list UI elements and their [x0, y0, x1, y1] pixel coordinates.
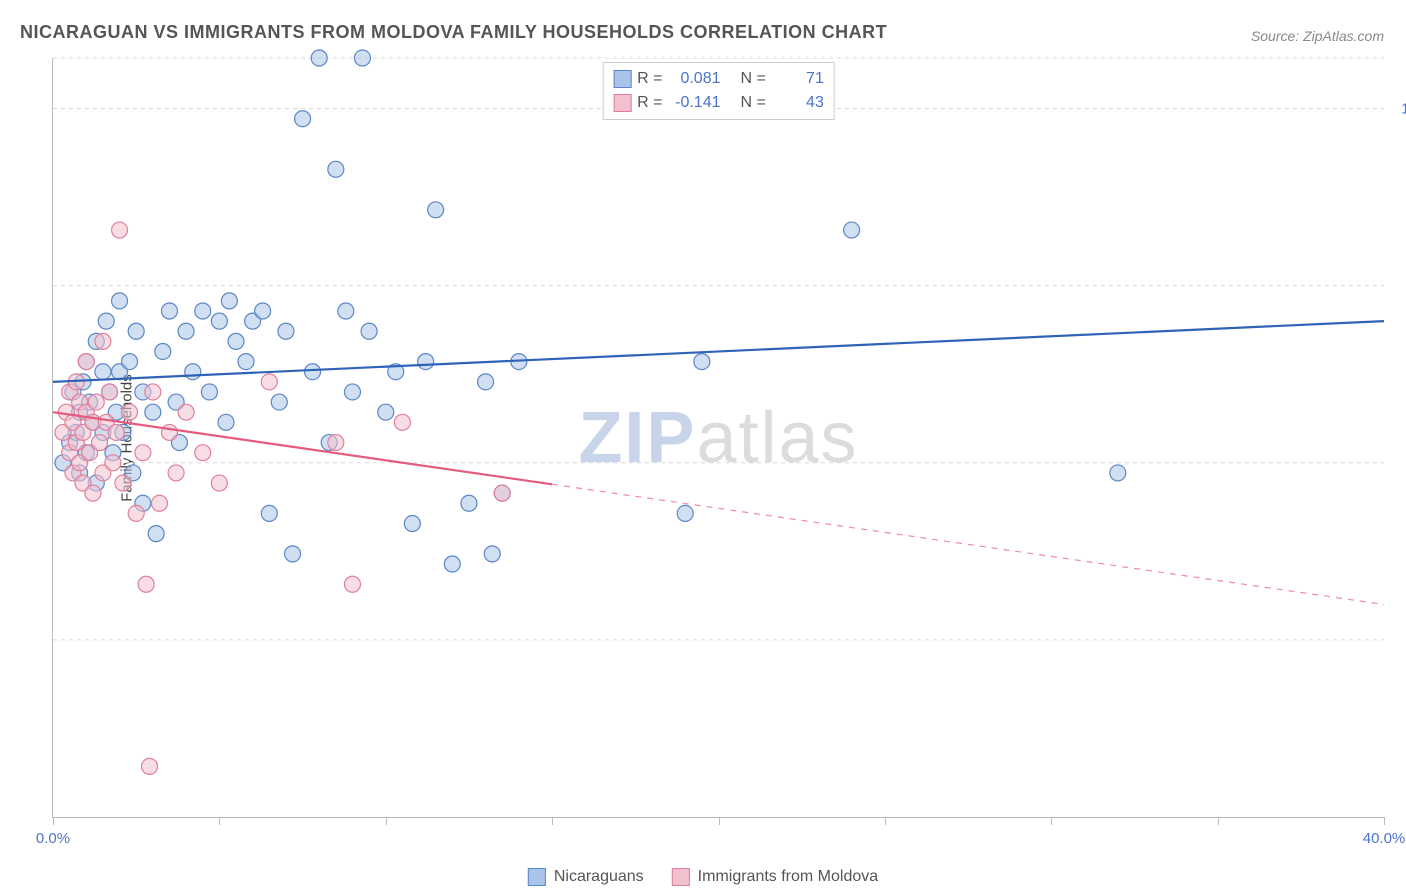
legend-stats-row-1: R = -0.141 N = 43	[613, 91, 824, 115]
r-value-nicaraguans: 0.081	[669, 67, 721, 91]
n-value-moldova: 43	[772, 91, 824, 115]
source-attribution: Source: ZipAtlas.com	[1251, 28, 1384, 44]
chart-title: NICARAGUAN VS IMMIGRANTS FROM MOLDOVA FA…	[20, 22, 887, 43]
x-tick	[1218, 817, 1219, 825]
x-tick	[219, 817, 220, 825]
plot-area: Family Households ZIPatlas R = 0.081 N =…	[52, 58, 1384, 818]
legend-swatch-nicaraguans	[613, 70, 631, 88]
x-tick	[386, 817, 387, 825]
legend-label-nicaraguans: Nicaraguans	[554, 868, 644, 886]
r-label: R =	[637, 67, 662, 91]
n-label: N =	[741, 91, 766, 115]
legend-stats-row-0: R = 0.081 N = 71	[613, 67, 824, 91]
n-value-nicaraguans: 71	[772, 67, 824, 91]
x-tick	[53, 817, 54, 825]
x-tick	[1384, 817, 1385, 825]
y-tick-label: 65.0%	[1392, 454, 1406, 471]
x-tick-label: 40.0%	[1363, 830, 1406, 847]
legend-bottom-swatch-moldova	[672, 868, 690, 886]
y-tick-label: 100.0%	[1392, 100, 1406, 117]
y-tick-label: 82.5%	[1392, 277, 1406, 294]
legend-bottom: Nicaraguans Immigrants from Moldova	[528, 868, 878, 886]
legend-item-nicaraguans: Nicaraguans	[528, 868, 644, 886]
x-tick-label: 0.0%	[36, 830, 70, 847]
y-tick-label: 47.5%	[1392, 631, 1406, 648]
x-tick	[719, 817, 720, 825]
x-tick	[885, 817, 886, 825]
legend-swatch-moldova	[613, 94, 631, 112]
chart-canvas	[53, 58, 1384, 817]
x-tick	[1051, 817, 1052, 825]
legend-stats: R = 0.081 N = 71 R = -0.141 N = 43	[602, 62, 835, 120]
legend-bottom-swatch-nicaraguans	[528, 868, 546, 886]
r-value-moldova: -0.141	[669, 91, 721, 115]
legend-label-moldova: Immigrants from Moldova	[698, 868, 879, 886]
r-label: R =	[637, 91, 662, 115]
legend-item-moldova: Immigrants from Moldova	[672, 868, 879, 886]
n-label: N =	[741, 67, 766, 91]
x-tick	[552, 817, 553, 825]
